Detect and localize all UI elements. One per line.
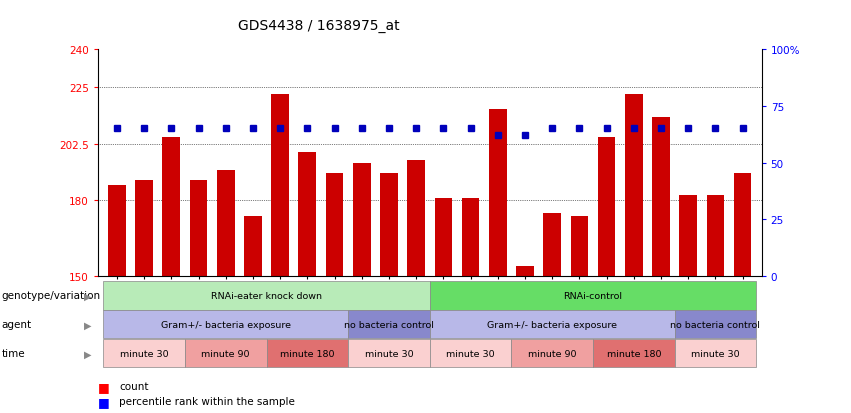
Text: ▶: ▶ [84, 320, 91, 330]
Bar [625, 95, 643, 277]
Text: minute 30: minute 30 [691, 349, 740, 358]
Text: genotype/variation: genotype/variation [2, 291, 100, 301]
Bar [597, 138, 615, 277]
Bar [326, 173, 344, 277]
Text: count: count [119, 381, 149, 391]
Bar [190, 181, 208, 277]
Text: minute 30: minute 30 [446, 349, 495, 358]
Text: minute 30: minute 30 [120, 349, 168, 358]
Bar [108, 186, 126, 277]
Bar [299, 153, 317, 277]
Text: RNAi-control: RNAi-control [563, 291, 622, 300]
Text: percentile rank within the sample: percentile rank within the sample [119, 396, 295, 406]
Bar [462, 199, 479, 277]
Bar [380, 173, 397, 277]
Text: agent: agent [2, 320, 31, 330]
Bar [244, 216, 262, 277]
Bar [734, 173, 751, 277]
Text: time: time [2, 349, 26, 358]
Text: GDS4438 / 1638975_at: GDS4438 / 1638975_at [238, 19, 400, 33]
Bar [163, 138, 180, 277]
Text: minute 90: minute 90 [202, 349, 250, 358]
Text: Gram+/- bacteria exposure: Gram+/- bacteria exposure [161, 320, 291, 329]
Text: no bacteria control: no bacteria control [344, 320, 434, 329]
Bar [271, 95, 289, 277]
Text: minute 180: minute 180 [607, 349, 661, 358]
Bar [135, 181, 153, 277]
Text: minute 90: minute 90 [528, 349, 576, 358]
Bar [516, 267, 534, 277]
Bar [353, 163, 370, 277]
Bar [652, 118, 670, 277]
Bar [408, 161, 425, 277]
Bar [706, 196, 724, 277]
Bar [435, 199, 452, 277]
Bar [679, 196, 697, 277]
Text: minute 180: minute 180 [280, 349, 334, 358]
Text: ▶: ▶ [84, 349, 91, 358]
Text: Gram+/- bacteria exposure: Gram+/- bacteria exposure [487, 320, 617, 329]
Bar [543, 214, 561, 277]
Bar [217, 171, 235, 277]
Bar [570, 216, 588, 277]
Text: RNAi-eater knock down: RNAi-eater knock down [211, 291, 322, 300]
Bar [489, 110, 506, 277]
Text: minute 30: minute 30 [364, 349, 414, 358]
Text: ▶: ▶ [84, 291, 91, 301]
Text: no bacteria control: no bacteria control [671, 320, 760, 329]
Text: ■: ■ [98, 395, 110, 408]
Text: ■: ■ [98, 380, 110, 393]
